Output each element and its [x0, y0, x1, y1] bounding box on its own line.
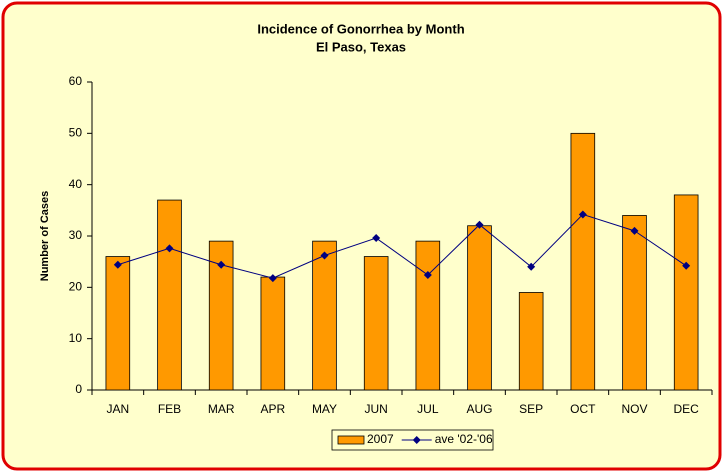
- bar: [105, 256, 131, 391]
- line-marker: [165, 244, 174, 253]
- line-marker: [268, 274, 277, 283]
- bar: [363, 256, 389, 391]
- chart-subtitle: El Paso, Texas: [316, 39, 406, 54]
- line-marker: [372, 234, 381, 243]
- line-marker: [630, 226, 639, 235]
- y-tick-label: 0: [75, 382, 82, 396]
- bar: [467, 225, 492, 391]
- legend-marker: [412, 436, 421, 444]
- y-axis-title: Number of Cases: [39, 191, 51, 281]
- x-tick-label: AUG: [466, 402, 492, 416]
- bar: [312, 240, 337, 391]
- chart-title: Incidence of Gonorrhea by Month: [257, 21, 464, 36]
- line-marker: [682, 261, 691, 270]
- y-tick-label: 10: [69, 331, 83, 345]
- bar: [622, 215, 647, 391]
- bar: [673, 194, 699, 391]
- line-marker: [113, 260, 122, 269]
- x-tick-label: OCT: [570, 402, 596, 416]
- line-marker: [527, 262, 536, 271]
- bar: [518, 292, 544, 391]
- x-tick-label: JAN: [106, 402, 129, 416]
- x-tick-label: FEB: [158, 402, 181, 416]
- x-tick-label: NOV: [621, 402, 647, 416]
- legend-swatch: [337, 435, 365, 445]
- x-tick-label: JUL: [417, 402, 439, 416]
- bar: [415, 240, 441, 391]
- bar: [570, 132, 596, 391]
- legend-label: 2007: [367, 432, 394, 446]
- y-tick-label: 50: [69, 126, 83, 140]
- line-marker: [423, 271, 432, 280]
- bar: [260, 276, 286, 391]
- y-tick-label: 20: [69, 280, 83, 294]
- bar: [208, 240, 234, 391]
- x-tick-label: APR: [260, 402, 285, 416]
- line-marker: [217, 260, 226, 269]
- y-tick-label: 40: [69, 177, 83, 191]
- y-tick-label: 30: [69, 228, 83, 242]
- x-tick-label: MAY: [312, 402, 337, 416]
- x-tick-label: MAR: [208, 402, 235, 416]
- x-tick-label: SEP: [519, 402, 543, 416]
- bar: [157, 199, 182, 391]
- line-marker: [578, 210, 587, 219]
- line: [117, 213, 687, 279]
- line-marker: [475, 220, 484, 229]
- y-tick-label: 60: [69, 74, 83, 88]
- x-tick-label: DEC: [673, 402, 699, 416]
- legend-label: ave '02-'06: [435, 432, 493, 446]
- x-tick-label: JUN: [364, 402, 387, 416]
- line-marker: [320, 251, 329, 260]
